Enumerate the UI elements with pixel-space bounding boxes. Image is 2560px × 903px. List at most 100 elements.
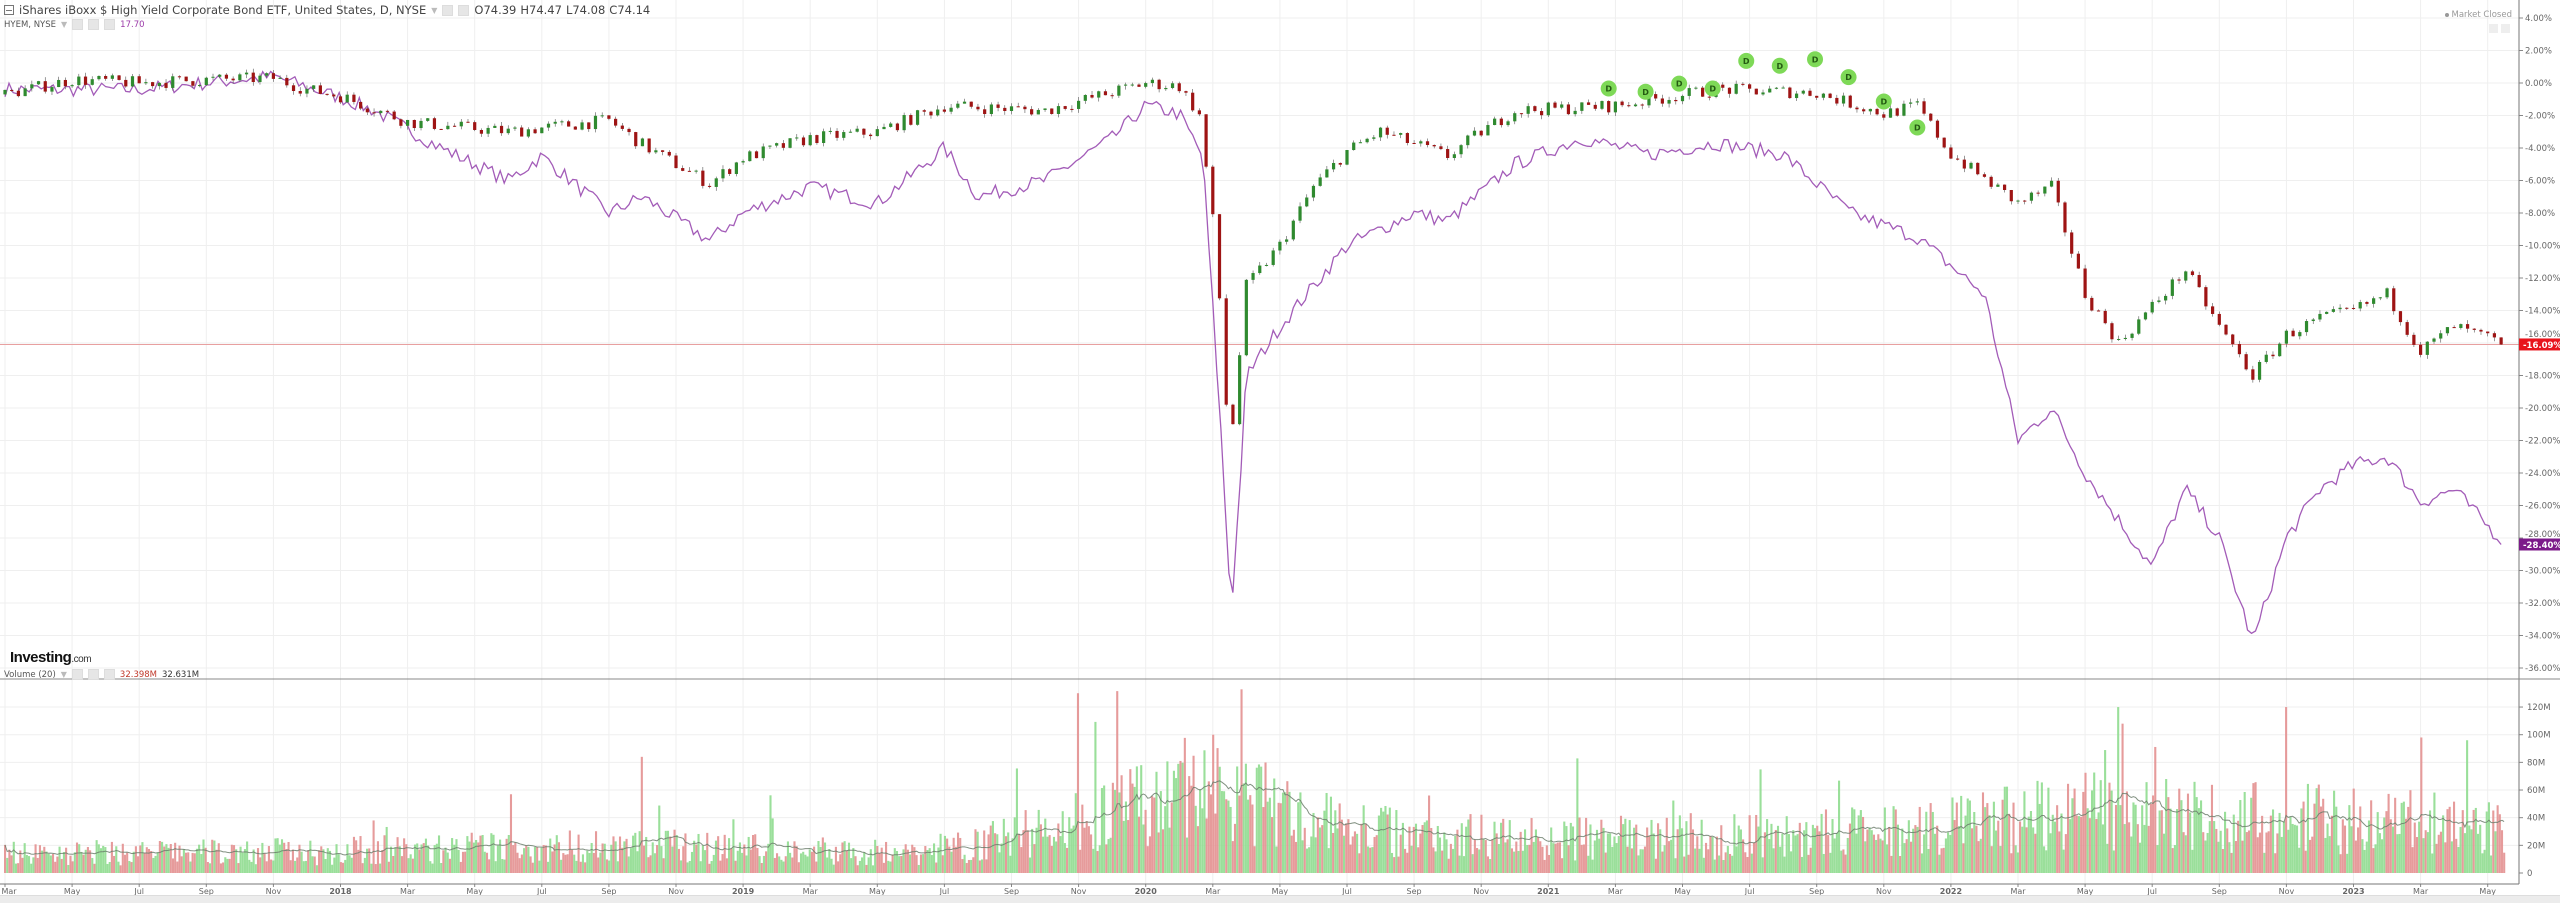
volume-bar [394,847,397,873]
settings-icon[interactable] [71,669,83,680]
volume-bar [2230,852,2233,873]
dividend-label: D [1845,73,1852,82]
settings-icon[interactable] [442,4,454,16]
volume-bar [2152,795,2155,873]
volume-bar [525,845,528,873]
volume-bar [2400,802,2403,873]
volume-bar [2005,786,2009,873]
volume-bar [1770,823,1773,873]
volume-bar [523,848,526,873]
candle-body [2419,344,2423,355]
volume-bar [1868,827,1871,873]
hide-icon[interactable] [87,669,99,680]
volume-bar [2141,805,2144,873]
volume-bar [344,859,347,873]
volume-bar [2237,820,2240,873]
ohlc-values: O74.39 H74.47 L74.08 C74.14 [474,3,654,17]
symbol-title[interactable]: iShares iBoxx $ High Yield Corporate Bon… [19,3,427,17]
volume-bar [337,854,340,873]
volume-bar [1419,833,1422,873]
volume-bar [370,863,373,873]
volume-bar [1842,849,1845,873]
candle-body [1365,138,1369,143]
volume-bar [2466,740,2469,873]
volume-bar [656,845,659,873]
volume-bar [527,846,530,873]
volume-bar [1752,842,1756,873]
volume-bar [1986,803,1989,873]
volume-bar [206,862,209,873]
move-up-icon[interactable] [2489,24,2498,33]
candle-body [2465,324,2470,329]
time-scrollbar[interactable] [0,895,2560,903]
volume-bar [152,857,155,873]
volume-bar [590,842,593,873]
volume-bar [2084,772,2087,873]
volume-bar [2215,828,2218,873]
volume-bar [2003,786,2006,873]
dividend-label: D [1709,85,1716,94]
volume-bar [2093,772,2096,873]
time-axis-label: Jul [939,887,950,896]
volume-bar [2171,848,2174,873]
candle-body [2157,300,2161,302]
volume-bar [1454,835,1457,873]
grid-lines [0,0,2519,884]
volume-bar [1116,691,1119,873]
close-icon[interactable] [103,669,115,680]
time-axis-label: May [869,887,886,896]
volume-bar [235,849,238,873]
candle-body [607,115,611,119]
price-axis-label: -36.00% [2525,664,2560,674]
chevron-down-icon[interactable]: ▼ [60,670,67,679]
volume-bar [946,838,949,873]
volume-bar [1827,834,1830,873]
volume-bar [2426,832,2429,873]
volume-bar [1212,734,1215,873]
move-down-icon[interactable] [2501,24,2510,33]
volume-bar [1554,843,1557,873]
volume-bars [4,689,2506,873]
volume-bar [603,843,606,873]
volume-bar [1613,836,1616,873]
volume-label[interactable]: Volume (20) [4,669,56,680]
volume-bar [1591,859,1594,873]
collapse-square-icon[interactable] [4,5,14,15]
candle-body [553,121,557,124]
volume-bar [1600,819,1603,873]
volume-bar [6,857,9,873]
volume-bar [1585,817,1588,873]
volume-bar [440,863,443,873]
volume-bar [2234,841,2238,873]
candle-body [2016,200,2020,202]
chevron-down-icon[interactable]: ▼ [431,5,438,15]
volume-bar [453,844,456,873]
candle-body [157,82,161,87]
volume-bar [1885,844,1889,873]
compare-symbol[interactable]: HYEM, NYSE [4,19,57,30]
chevron-down-icon[interactable]: ▼ [61,20,68,29]
volume-bar [167,847,170,873]
candle-body [1331,162,1336,170]
close-icon[interactable] [104,19,116,30]
volume-bar [1772,848,1775,873]
volume-bar [1384,806,1387,873]
settings-icon[interactable] [72,19,84,30]
volume-bar [1013,817,1016,873]
volume-bar [786,841,789,873]
dividend-label: D [1812,55,1819,64]
hide-icon[interactable] [458,4,470,16]
volume-bar [1412,826,1415,873]
candle-body [1660,98,1664,104]
candle-body [2029,192,2034,201]
hide-icon[interactable] [88,19,100,30]
volume-bar [45,851,48,873]
candle-body [875,129,879,137]
candle-body [983,109,987,115]
volume-bar [1312,812,1315,873]
candle-body [1291,220,1295,240]
volume-bar [2110,790,2113,873]
volume-bar [2114,804,2118,873]
candle-body [466,121,470,123]
